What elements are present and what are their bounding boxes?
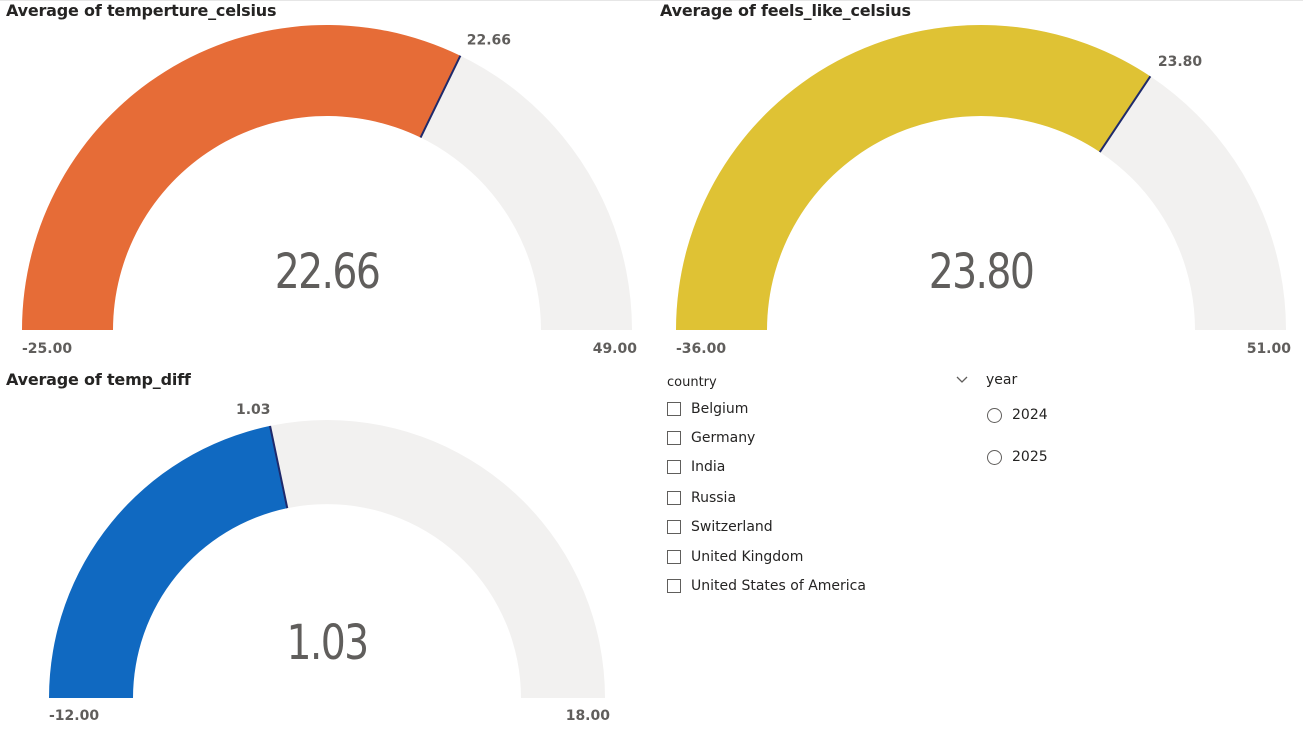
gauge-feels-like-max-label: 51.00	[1247, 341, 1292, 357]
checkbox[interactable]	[667, 431, 681, 445]
country-item-switzerland[interactable]: Switzerland	[667, 517, 773, 537]
gauge-temp-diff-svg: 1.03 1.03 -12.00 18.00	[49, 402, 611, 724]
gauge-feels-like-svg: 23.80 23.80 -36.00 51.00	[676, 24, 1292, 357]
checkbox[interactable]	[667, 402, 681, 416]
gauge-temp-diff-max-label: 18.00	[566, 708, 611, 724]
year-item-2025[interactable]: 2025	[987, 447, 1048, 467]
chevron-down-icon[interactable]	[955, 373, 969, 387]
gauge-feels-like-visual[interactable]: Average of feels_like_celsius 23.80 23.8…	[660, 0, 1300, 360]
gauge-temperature-value: 22.66	[275, 244, 379, 300]
country-item-russia[interactable]: Russia	[667, 488, 736, 508]
year-slicer: year 2024 2025	[955, 370, 1155, 480]
gauge-temp-diff-title: Average of temp_diff	[6, 370, 191, 389]
gauge-temperature-target-label: 22.66	[467, 33, 511, 49]
year-item-label: 2025	[1012, 449, 1048, 465]
checkbox[interactable]	[667, 460, 681, 474]
gauge-temperature-title: Average of temperture_celsius	[6, 1, 277, 20]
gauge-temp-diff-visual[interactable]: Average of temp_diff 1.03 1.03 -12.00 18…	[6, 368, 646, 733]
gauge-feels-like-fill	[676, 24, 1151, 330]
gauge-feels-like-title: Average of feels_like_celsius	[660, 1, 911, 20]
gauge-temperature-max-label: 49.00	[593, 341, 638, 357]
gauge-feels-like-min-label: -36.00	[676, 341, 726, 357]
country-item-india[interactable]: India	[667, 457, 725, 477]
radio-button[interactable]	[987, 449, 1002, 465]
year-item-label: 2024	[1012, 407, 1048, 423]
year-item-2024[interactable]: 2024	[987, 405, 1048, 425]
checkbox[interactable]	[667, 579, 681, 593]
top-divider	[0, 0, 1303, 1]
gauge-temperature-target-line	[419, 55, 462, 138]
country-item-united-kingdom[interactable]: United Kingdom	[667, 547, 803, 567]
country-item-belgium[interactable]: Belgium	[667, 399, 748, 419]
gauge-feels-like-target-label: 23.80	[1158, 54, 1203, 70]
checkbox[interactable]	[667, 491, 681, 505]
gauge-temperature-fill	[22, 24, 461, 330]
radio-button[interactable]	[987, 407, 1002, 423]
gauge-temp-diff-fill	[49, 425, 288, 698]
gauge-temperature-min-label: -25.00	[22, 341, 72, 357]
country-slicer-header: country	[667, 375, 717, 390]
gauge-temp-diff-min-label: -12.00	[49, 708, 99, 724]
gauge-temp-diff-value: 1.03	[286, 615, 367, 671]
country-item-label: United Kingdom	[691, 549, 804, 565]
checkbox[interactable]	[667, 520, 681, 534]
country-item-label: India	[691, 459, 726, 475]
country-item-label: Belgium	[691, 401, 749, 417]
country-item-label: Russia	[691, 490, 737, 506]
country-slicer: country Belgium Germany India Russia Swi…	[667, 374, 927, 614]
gauge-temperature-visual[interactable]: Average of temperture_celsius 22.66 22.6…	[6, 0, 646, 360]
country-item-germany[interactable]: Germany	[667, 428, 755, 448]
gauge-temp-diff-target-label: 1.03	[236, 402, 271, 418]
gauge-temperature-svg: 22.66 22.66 -25.00 49.00	[22, 24, 638, 357]
year-slicer-header: year	[986, 372, 1018, 388]
country-item-label: United States of America	[691, 578, 866, 594]
checkbox[interactable]	[667, 550, 681, 564]
gauge-temp-diff-target-line	[269, 425, 289, 509]
country-item-label: Switzerland	[691, 519, 773, 535]
country-item-united-states-of-america[interactable]: United States of America	[667, 576, 866, 596]
gauge-feels-like-value: 23.80	[929, 244, 1033, 300]
gauge-feels-like-target-line	[1098, 75, 1152, 153]
country-item-label: Germany	[691, 430, 756, 446]
